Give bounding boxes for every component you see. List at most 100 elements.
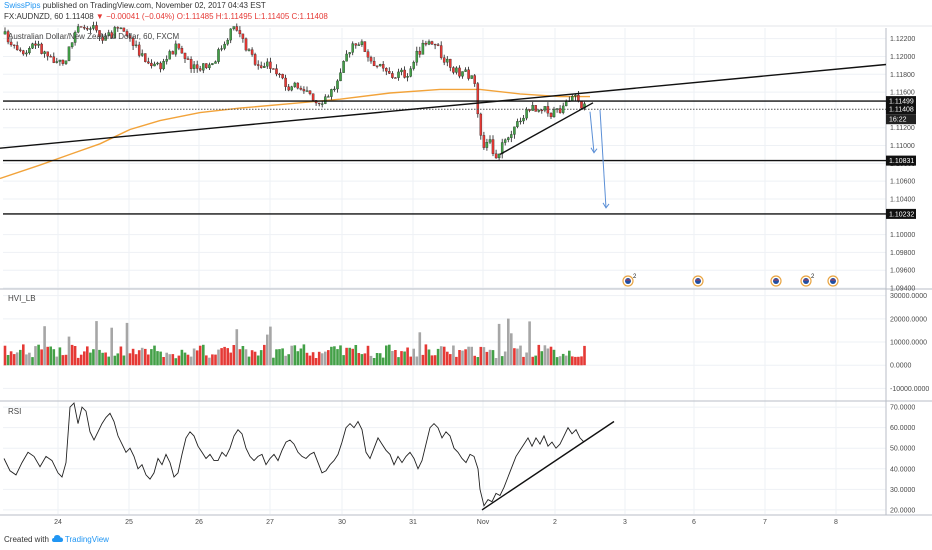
trendline-layer[interactable] — [0, 63, 887, 209]
candle-body — [223, 43, 226, 49]
volume-bar — [293, 345, 297, 366]
candle-body — [266, 61, 269, 67]
candle-body — [226, 39, 229, 45]
candle-body — [317, 102, 321, 105]
candle-body — [455, 67, 458, 73]
volume-bar — [131, 348, 135, 366]
volume-bar — [287, 354, 290, 366]
candle-body — [189, 59, 193, 69]
volume-bar — [150, 349, 153, 366]
candle-body — [31, 43, 34, 49]
candle-body — [37, 43, 40, 46]
volume-bar — [250, 350, 254, 366]
candle-body — [488, 139, 492, 143]
volume-bar — [497, 323, 501, 366]
hvi-axis-tick: 30000.0000 — [890, 293, 927, 300]
candles-layer[interactable] — [3, 21, 586, 160]
volume-bar — [174, 358, 178, 366]
candle-body — [253, 54, 257, 65]
candle-body — [345, 53, 348, 62]
volume-bar — [342, 355, 345, 366]
author-link[interactable]: SwissPips — [4, 1, 41, 10]
hvi-axis-tick: 20000.0000 — [890, 316, 927, 323]
volume-bar — [256, 355, 260, 366]
candle-body — [290, 86, 293, 91]
candle-body — [409, 68, 412, 77]
volume-bar — [415, 356, 419, 366]
candle-body — [244, 38, 248, 51]
volume-bar — [488, 349, 492, 366]
candle-body — [9, 41, 13, 46]
tradingview-brand[interactable]: TradingView — [64, 535, 109, 544]
candle-body — [464, 69, 467, 72]
candle-body — [378, 64, 382, 67]
volume-bar — [202, 344, 205, 366]
candle-body — [470, 75, 473, 79]
volume-bar — [549, 346, 553, 366]
moving-average-layer — [0, 88, 590, 180]
candle-body — [195, 64, 199, 69]
volume-bar — [220, 348, 223, 366]
rsi-trendline — [481, 420, 615, 511]
candle-body — [424, 42, 428, 45]
volume-bar — [366, 345, 370, 366]
candle-body — [46, 51, 49, 57]
volume-bar — [513, 348, 516, 366]
volume-bar — [49, 346, 52, 366]
volume-bar — [162, 357, 165, 366]
candle-body — [574, 94, 577, 97]
volume-bar — [67, 336, 71, 366]
volume-bar — [31, 357, 34, 366]
price-axis-tick: 1.09400 — [890, 286, 915, 293]
rsi-axis-tick: 50.0000 — [890, 446, 915, 453]
candle-body — [150, 62, 153, 67]
candle-body — [388, 71, 391, 74]
event-flag-inner — [803, 278, 809, 284]
candle-body — [516, 121, 519, 127]
volume-bar — [52, 349, 56, 366]
volume-bar — [412, 348, 415, 366]
price-axis-tick: 1.10600 — [890, 179, 915, 186]
volume-bar — [205, 355, 208, 366]
price-change: ▼ −0.00041 (−0.04%) — [95, 12, 175, 21]
volume-bar — [473, 355, 476, 366]
candle-body — [546, 106, 550, 114]
volume-bar — [449, 354, 452, 366]
rsi-pane-title: RSI — [8, 407, 21, 416]
candle-body — [366, 51, 370, 58]
candle-body — [217, 49, 220, 62]
candle-body — [397, 71, 400, 78]
candle-body — [192, 64, 196, 69]
volume-bar — [211, 354, 214, 366]
candle-body — [208, 64, 211, 69]
candle-body — [482, 135, 486, 148]
volume-bar — [485, 351, 489, 366]
volume-bar — [116, 353, 120, 366]
time-axis-tick: 24 — [54, 519, 62, 526]
candle-body — [525, 109, 528, 119]
volume-bar — [12, 354, 16, 366]
volume-bar — [522, 356, 525, 366]
volume-bar — [403, 351, 406, 366]
volume-bar — [28, 352, 31, 366]
time-axis-tick: 2 — [553, 519, 557, 526]
time-axis-tick: 7 — [763, 519, 767, 526]
candle-body — [287, 86, 290, 91]
axes-layer[interactable]: 1.12200 1.12000 1.11800 1.11600 1.11200 1.110… — [54, 36, 929, 526]
hvi-axis-tick: -10000.0000 — [890, 386, 929, 393]
symbol-name[interactable]: FX:AUDNZD, 60 — [4, 12, 64, 21]
volume-bar — [302, 344, 306, 366]
volume-bar — [574, 356, 577, 366]
volume-bar — [217, 349, 220, 366]
volume-bar — [272, 357, 275, 366]
volume-bar — [19, 349, 22, 366]
volume-bar — [363, 353, 367, 366]
price-axis-tick: 1.11800 — [890, 72, 915, 79]
candle-body — [324, 96, 327, 104]
volume-bar — [6, 355, 10, 366]
volume-bar — [64, 354, 68, 366]
candle-body — [342, 61, 345, 73]
candle-body — [119, 27, 123, 29]
